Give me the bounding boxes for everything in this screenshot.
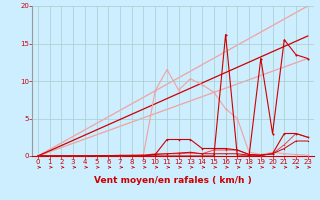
- X-axis label: Vent moyen/en rafales ( km/h ): Vent moyen/en rafales ( km/h ): [94, 176, 252, 185]
